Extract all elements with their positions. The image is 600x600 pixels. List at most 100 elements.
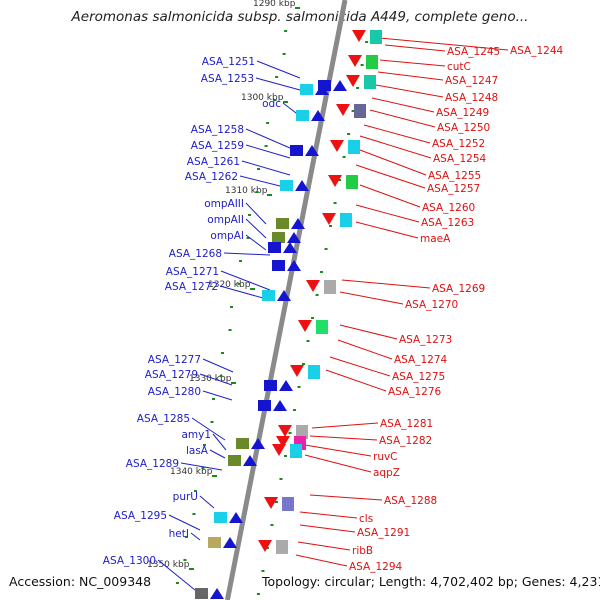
gene-feature-right[interactable] — [324, 280, 336, 294]
gene-label-right[interactable]: ASA_1269 — [432, 283, 485, 295]
gene-label-right[interactable]: ASA_1282 — [379, 435, 432, 447]
gene-label-left[interactable]: ASA_1300 — [103, 555, 156, 567]
gene-label-left[interactable]: amy1 — [181, 429, 211, 441]
gene-label-right[interactable]: ASA_1245 — [447, 46, 500, 58]
gene-feature-right[interactable] — [346, 175, 358, 189]
gene-label-left[interactable]: ASA_1295 — [114, 510, 167, 522]
gene-feature-left[interactable] — [296, 110, 309, 121]
gene-arrow-left[interactable] — [251, 438, 265, 449]
gene-label-left[interactable]: lasA — [186, 445, 209, 457]
gene-feature-left[interactable] — [195, 588, 208, 599]
gene-arrow-left[interactable] — [279, 380, 293, 391]
gene-label-left[interactable]: ompAII — [207, 214, 244, 226]
gene-feature-left[interactable] — [262, 290, 275, 301]
gene-label-right[interactable]: ASA_1260 — [422, 202, 475, 214]
gene-label-left[interactable]: ASA_1251 — [202, 56, 255, 68]
gene-label-left[interactable]: ASA_1271 — [166, 266, 219, 278]
gene-feature-right[interactable] — [340, 213, 352, 227]
gene-label-left[interactable]: ompAI — [210, 230, 244, 242]
gene-label-left[interactable]: ASA_1279 — [145, 369, 198, 381]
gene-feature-right[interactable] — [370, 30, 382, 44]
gene-label-right[interactable]: ASA_1248 — [445, 92, 498, 104]
gene-feature-right[interactable] — [348, 140, 360, 154]
gene-feature-left[interactable] — [236, 438, 249, 449]
gene-feature-right[interactable] — [366, 55, 378, 69]
gene-arrow-right[interactable] — [322, 213, 336, 225]
gene-label-right[interactable]: ASA_1291 — [357, 527, 410, 539]
gene-label-right[interactable]: ASA_1249 — [436, 107, 489, 119]
gene-feature-left[interactable] — [300, 84, 313, 95]
gene-feature-left[interactable] — [272, 232, 285, 243]
gene-label-right[interactable]: maeA — [420, 233, 451, 245]
gene-feature-right[interactable] — [296, 425, 308, 439]
gene-arrow-left[interactable] — [311, 110, 325, 121]
gene-arrow-left[interactable] — [283, 242, 297, 253]
gene-label-left[interactable]: ASA_1289 — [126, 458, 179, 470]
gene-arrow-right[interactable] — [348, 55, 362, 67]
gene-feature-left[interactable] — [228, 455, 241, 466]
gene-arrow-left[interactable] — [223, 537, 237, 548]
gene-arrow-left[interactable] — [333, 80, 347, 91]
gene-label-right[interactable]: ASA_1270 — [405, 299, 458, 311]
gene-arrow-left[interactable] — [305, 145, 319, 156]
gene-arrow-right[interactable] — [328, 175, 342, 187]
gene-arrow-left[interactable] — [295, 180, 309, 191]
gene-arrow-right[interactable] — [258, 540, 272, 552]
gene-label-left[interactable]: ASA_1277 — [148, 354, 201, 366]
gene-feature-left[interactable] — [264, 380, 277, 391]
gene-label-left[interactable]: odc — [262, 98, 281, 110]
gene-arrow-left[interactable] — [277, 290, 291, 301]
gene-label-left[interactable]: ompAIII — [204, 198, 244, 210]
gene-label-right[interactable]: ASA_1244 — [510, 45, 564, 57]
gene-arrow-left[interactable] — [210, 588, 224, 599]
gene-feature-left[interactable] — [258, 400, 271, 411]
gene-label-right[interactable]: ASA_1252 — [432, 138, 485, 150]
gene-label-left[interactable]: hetI — [169, 528, 189, 540]
gene-arrow-right[interactable] — [290, 365, 304, 377]
gene-arrow-right[interactable] — [264, 497, 278, 509]
gene-label-left[interactable]: ASA_1272 — [165, 281, 218, 293]
gene-arrow-right[interactable] — [276, 436, 290, 448]
gene-label-right[interactable]: ASA_1250 — [437, 122, 490, 134]
gene-label-right[interactable]: ASA_1275 — [392, 371, 445, 383]
gene-label-right[interactable]: ASA_1276 — [388, 386, 442, 398]
gene-feature-left[interactable] — [268, 242, 281, 253]
gene-arrow-right[interactable] — [352, 30, 366, 42]
gene-label-left[interactable]: ASA_1262 — [185, 171, 238, 183]
gene-feature-left[interactable] — [214, 512, 227, 523]
gene-label-left[interactable]: ASA_1259 — [191, 140, 244, 152]
gene-feature-right[interactable] — [282, 497, 294, 511]
gene-label-right[interactable]: aqpZ — [373, 467, 400, 479]
gene-feature-left[interactable] — [280, 180, 293, 191]
gene-arrow-left[interactable] — [287, 260, 301, 271]
gene-label-left[interactable]: ASA_1258 — [191, 124, 244, 136]
gene-feature-left[interactable] — [276, 218, 289, 229]
gene-label-right[interactable]: ASA_1257 — [427, 183, 480, 195]
gene-feature-right[interactable] — [316, 320, 328, 334]
gene-arrow-left[interactable] — [315, 84, 329, 95]
gene-label-right[interactable]: ribB — [352, 545, 373, 557]
gene-feature-right[interactable] — [276, 540, 288, 554]
gene-label-right[interactable]: ASA_1273 — [399, 334, 452, 346]
gene-feature-right[interactable] — [354, 104, 366, 118]
gene-label-right[interactable]: ASA_1274 — [394, 354, 448, 366]
gene-feature-right[interactable] — [308, 365, 320, 379]
gene-feature-left[interactable] — [290, 145, 303, 156]
gene-label-left[interactable]: purU — [173, 491, 198, 503]
gene-feature-left[interactable] — [318, 80, 331, 91]
gene-arrow-right[interactable] — [330, 140, 344, 152]
gene-label-right[interactable]: ASA_1281 — [380, 418, 433, 430]
gene-label-right[interactable]: ruvC — [373, 451, 398, 463]
gene-arrow-left[interactable] — [291, 218, 305, 229]
gene-label-right[interactable]: ASA_1288 — [384, 495, 437, 507]
gene-feature-left[interactable] — [272, 260, 285, 271]
gene-arrow-right[interactable] — [306, 280, 320, 292]
gene-label-right[interactable]: ASA_1254 — [433, 153, 487, 165]
gene-arrow-right[interactable] — [272, 444, 286, 456]
gene-label-left[interactable]: ASA_1280 — [148, 386, 201, 398]
gene-feature-left[interactable] — [208, 537, 221, 548]
gene-arrow-right[interactable] — [336, 104, 350, 116]
gene-arrow-right[interactable] — [278, 425, 292, 437]
gene-label-right[interactable]: cutC — [447, 61, 471, 73]
